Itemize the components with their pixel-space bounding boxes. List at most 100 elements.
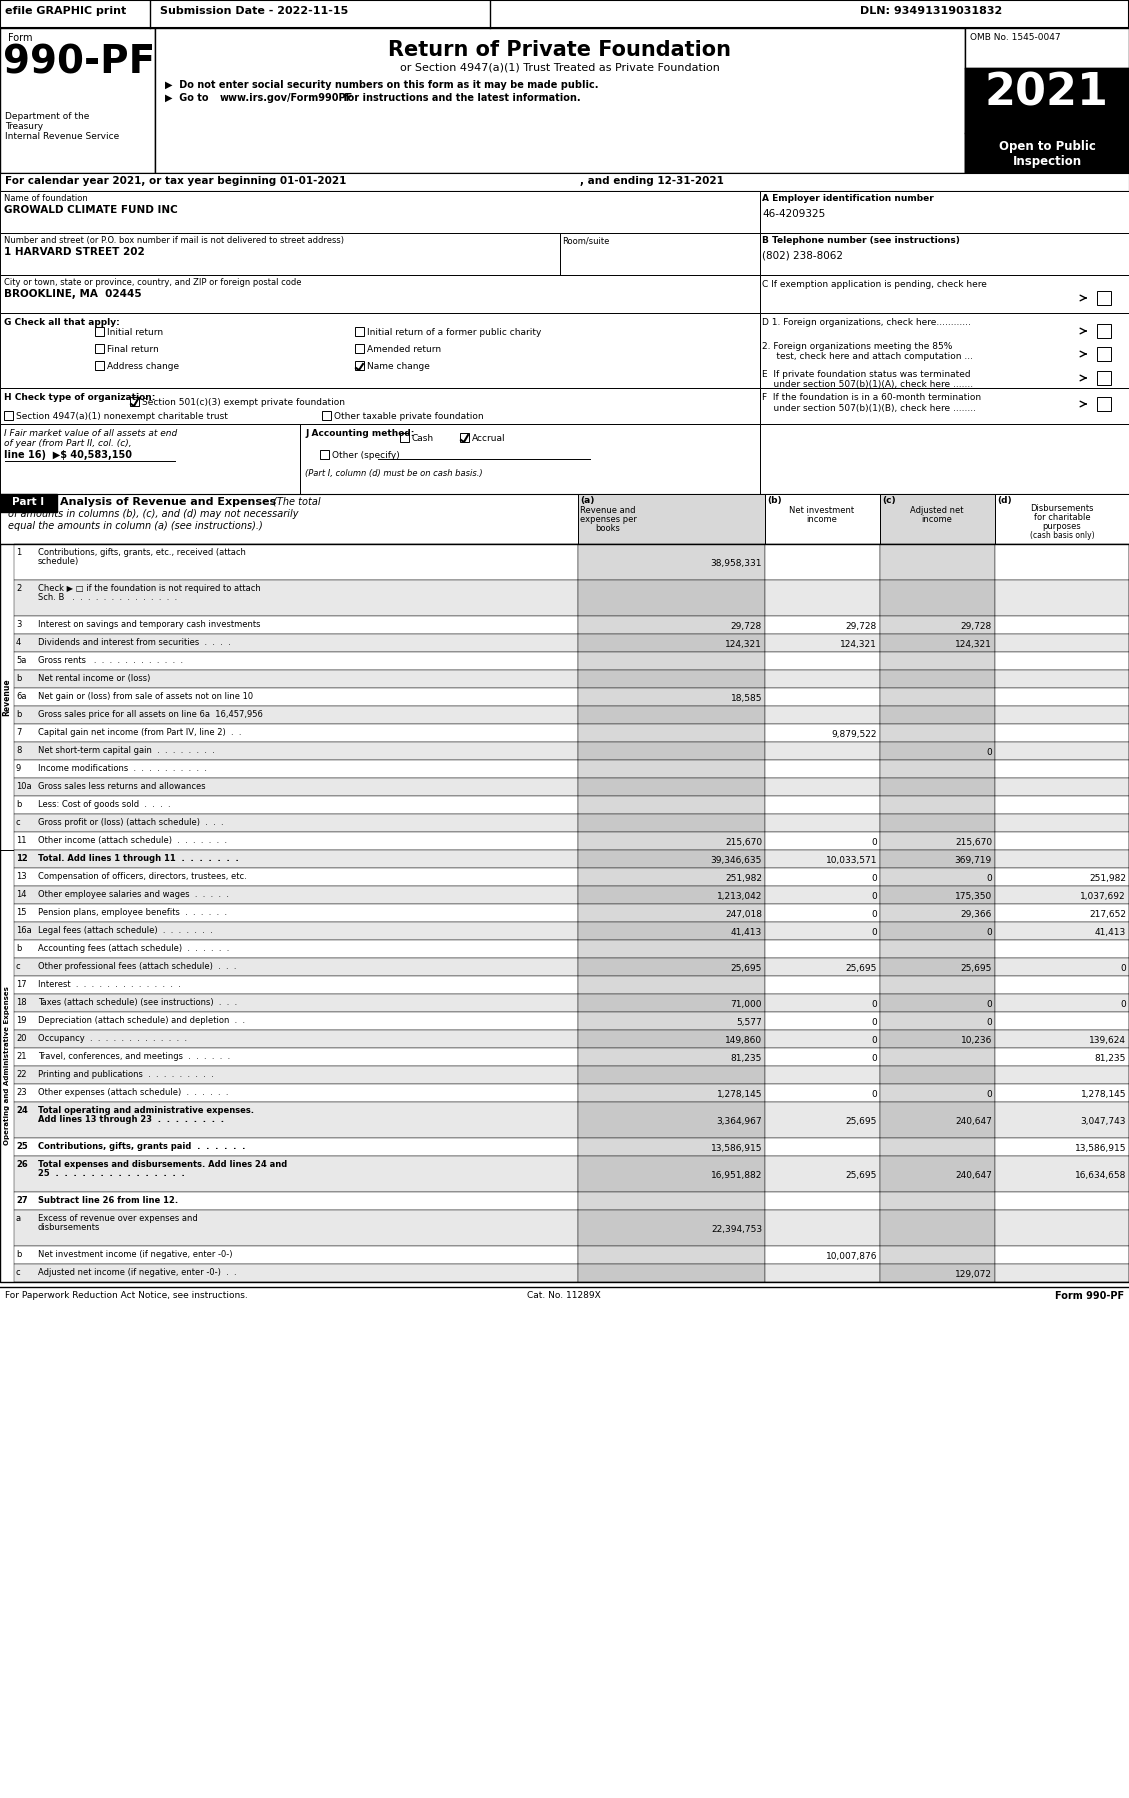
Text: of year (from Part II, col. (c),: of year (from Part II, col. (c), — [5, 439, 132, 448]
Text: Other professional fees (attach schedule)  .  .  .: Other professional fees (attach schedule… — [38, 962, 236, 971]
Bar — [995, 761, 1129, 779]
Text: 29,728: 29,728 — [730, 622, 762, 631]
Bar — [14, 994, 578, 1012]
Bar — [578, 671, 765, 689]
Text: under section 507(b)(1)(A), check here .......: under section 507(b)(1)(A), check here .… — [762, 379, 973, 388]
Text: 0: 0 — [872, 1054, 877, 1063]
Bar — [765, 617, 879, 635]
Bar — [578, 814, 765, 832]
Text: Legal fees (attach schedule)  .  .  .  .  .  .  .: Legal fees (attach schedule) . . . . . .… — [38, 926, 212, 935]
Text: 16,951,882: 16,951,882 — [710, 1170, 762, 1179]
Text: c: c — [16, 962, 20, 971]
Bar — [879, 1012, 995, 1030]
Text: 1,037,692: 1,037,692 — [1080, 892, 1126, 901]
Text: 15: 15 — [16, 908, 26, 917]
Text: 21: 21 — [16, 1052, 26, 1061]
Text: , and ending 12-31-2021: , and ending 12-31-2021 — [580, 176, 724, 185]
Text: 41,413: 41,413 — [730, 928, 762, 937]
Bar — [0, 0, 1129, 29]
Text: F  If the foundation is in a 60-month termination: F If the foundation is in a 60-month ter… — [762, 394, 981, 403]
Bar — [995, 779, 1129, 797]
Text: 369,719: 369,719 — [955, 856, 992, 865]
Bar — [995, 940, 1129, 958]
Text: 0: 0 — [872, 1090, 877, 1099]
Bar — [14, 707, 578, 725]
Text: OMB No. 1545-0047: OMB No. 1545-0047 — [970, 32, 1060, 41]
Bar — [765, 689, 879, 707]
Bar — [765, 545, 879, 581]
Text: Treasury: Treasury — [5, 122, 43, 131]
Text: 20: 20 — [16, 1034, 26, 1043]
Bar — [879, 814, 995, 832]
Bar — [995, 617, 1129, 635]
Text: (802) 238-8062: (802) 238-8062 — [762, 252, 843, 261]
Bar — [5, 412, 14, 421]
Bar — [578, 617, 765, 635]
Bar — [14, 850, 578, 868]
Bar — [355, 343, 364, 352]
Text: Pension plans, employee benefits  .  .  .  .  .  .: Pension plans, employee benefits . . . .… — [38, 908, 227, 917]
Bar — [14, 868, 578, 886]
Bar — [765, 707, 879, 725]
Text: 13,586,915: 13,586,915 — [710, 1144, 762, 1153]
Bar — [578, 1102, 765, 1138]
Bar — [14, 904, 578, 922]
Text: 2. Foreign organizations meeting the 85%: 2. Foreign organizations meeting the 85% — [762, 342, 953, 351]
Bar — [995, 1030, 1129, 1048]
Text: 25,695: 25,695 — [846, 1117, 877, 1126]
Text: D 1. Foreign organizations, check here............: D 1. Foreign organizations, check here..… — [762, 318, 971, 327]
Bar — [0, 191, 760, 234]
Bar — [322, 412, 331, 421]
Text: 0: 0 — [987, 1018, 992, 1027]
Bar — [14, 761, 578, 779]
Text: 251,982: 251,982 — [1089, 874, 1126, 883]
Text: (d): (d) — [997, 496, 1012, 505]
Text: Accrual: Accrual — [472, 433, 506, 442]
Text: Check ▶ □ if the foundation is not required to attach: Check ▶ □ if the foundation is not requi… — [38, 584, 261, 593]
Bar — [879, 922, 995, 940]
Text: ▶  Go to: ▶ Go to — [165, 93, 212, 102]
Bar — [879, 940, 995, 958]
Text: (b): (b) — [767, 496, 781, 505]
Text: 25  .  .  .  .  .  .  .  .  .  .  .  .  .  .  .: 25 . . . . . . . . . . . . . . . — [38, 1169, 185, 1178]
Text: Total. Add lines 1 through 11  .  .  .  .  .  .  .: Total. Add lines 1 through 11 . . . . . … — [38, 854, 238, 863]
Bar — [578, 1210, 765, 1246]
Text: 81,235: 81,235 — [1095, 1054, 1126, 1063]
Bar — [14, 1066, 578, 1084]
Bar — [765, 958, 879, 976]
Bar — [95, 327, 104, 336]
Text: G Check all that apply:: G Check all that apply: — [5, 318, 120, 327]
Bar — [995, 1210, 1129, 1246]
Text: B Telephone number (see instructions): B Telephone number (see instructions) — [762, 236, 960, 245]
Bar — [578, 725, 765, 743]
Text: 0: 0 — [1120, 1000, 1126, 1009]
Bar — [879, 779, 995, 797]
Text: 10,236: 10,236 — [961, 1036, 992, 1045]
Bar — [879, 994, 995, 1012]
Bar — [765, 850, 879, 868]
Text: 25: 25 — [16, 1142, 28, 1151]
Bar — [560, 234, 760, 275]
Text: 81,235: 81,235 — [730, 1054, 762, 1063]
Bar — [0, 494, 1129, 545]
Text: GROWALD CLIMATE FUND INC: GROWALD CLIMATE FUND INC — [5, 205, 177, 216]
Bar — [0, 850, 14, 1282]
Text: Section 4947(a)(1) nonexempt charitable trust: Section 4947(a)(1) nonexempt charitable … — [16, 412, 228, 421]
Text: 0: 0 — [872, 1000, 877, 1009]
Bar — [765, 671, 879, 689]
Text: Sch. B   .  .  .  .  .  .  .  .  .  .  .  .  .  .: Sch. B . . . . . . . . . . . . . . — [38, 593, 177, 602]
Bar — [765, 1066, 879, 1084]
Text: Other employee salaries and wages  .  .  .  .  .: Other employee salaries and wages . . . … — [38, 890, 229, 899]
Bar — [965, 68, 1129, 133]
Bar — [995, 1084, 1129, 1102]
Text: Compensation of officers, directors, trustees, etc.: Compensation of officers, directors, tru… — [38, 872, 247, 881]
Text: 19: 19 — [16, 1016, 26, 1025]
Bar — [578, 797, 765, 814]
Bar — [320, 450, 329, 458]
Bar — [14, 1210, 578, 1246]
Bar — [578, 779, 765, 797]
Bar — [578, 761, 765, 779]
Bar — [995, 689, 1129, 707]
Bar — [14, 832, 578, 850]
Bar — [14, 635, 578, 653]
